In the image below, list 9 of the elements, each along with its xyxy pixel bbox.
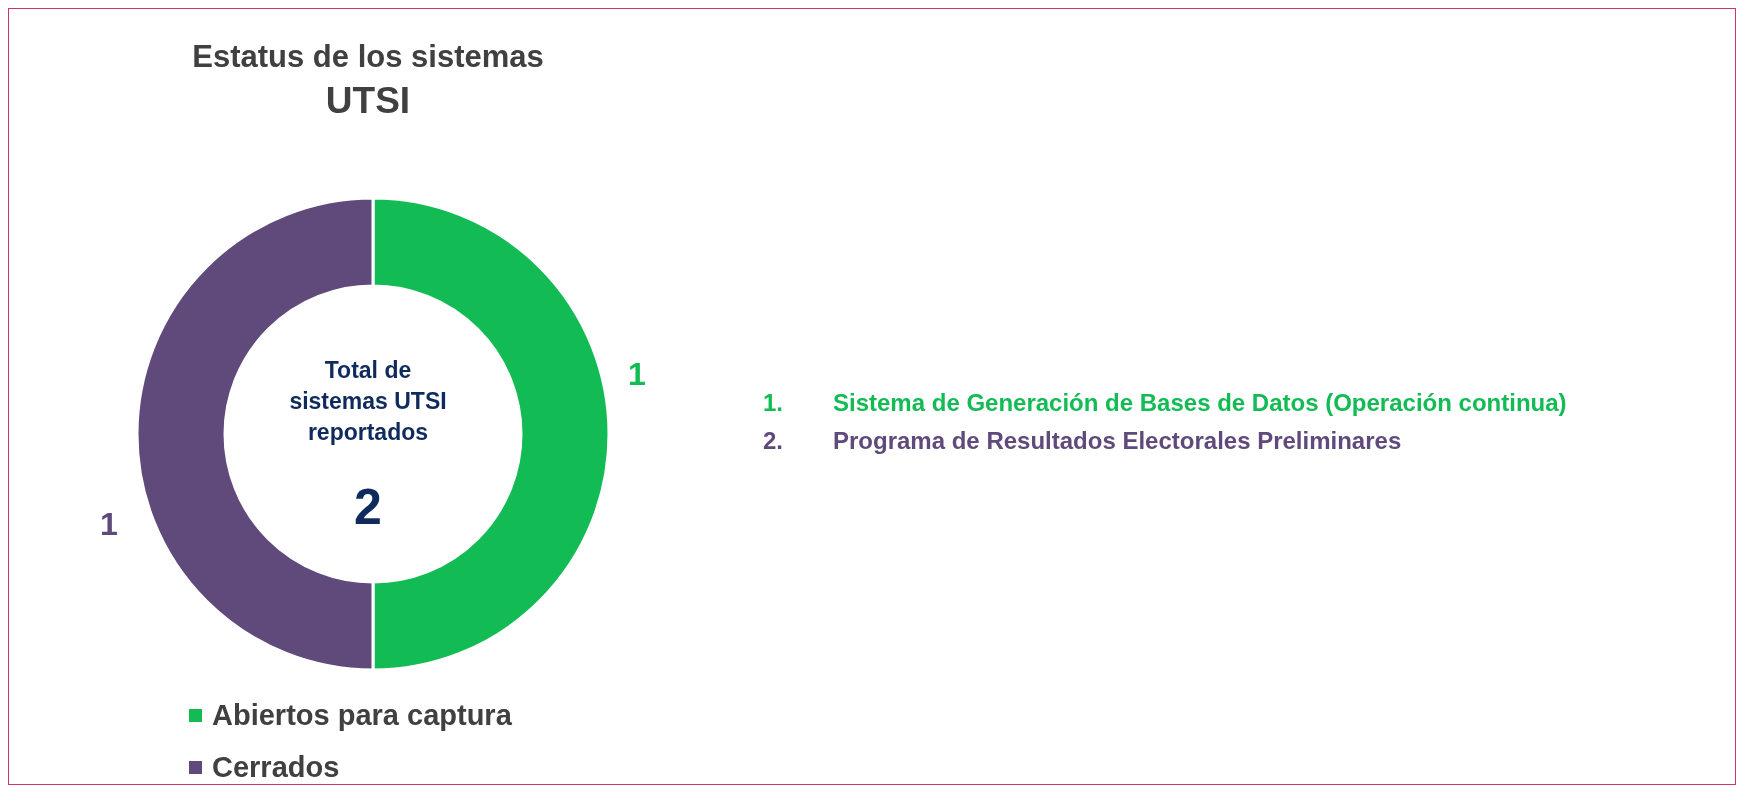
data-label: 1: [100, 506, 118, 542]
text: 2: [353, 479, 383, 535]
chart-title: Estatus de los sistemas UTSI: [191, 38, 545, 123]
data-label: 1: [628, 356, 646, 392]
text: Total de sistemas UTSI reportados: [288, 356, 448, 447]
legend-label: Abiertos para captura: [212, 698, 512, 732]
text: 2. Programa de Resultados Electorales Preliminares: [763, 427, 1402, 454]
legend-label: Cerrados: [212, 750, 340, 784]
text: 1. Sistema de Generación de Bases de Datos (Operación continua): [763, 389, 1567, 416]
